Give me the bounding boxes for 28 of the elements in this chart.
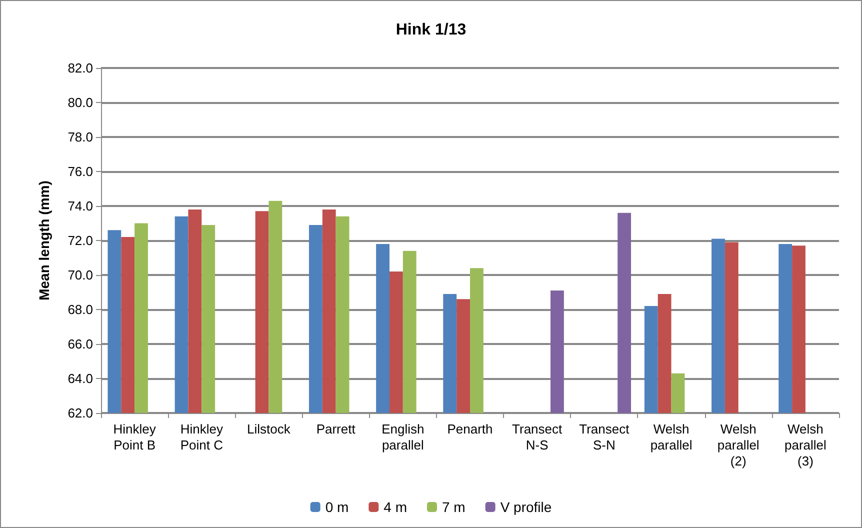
y-tick-label: 70.0 — [68, 268, 93, 282]
y-tick-label: 62.0 — [68, 406, 93, 420]
chart-title: Hink 1/13 — [396, 22, 466, 38]
x-tick-label: Hinkley Point C — [180, 422, 224, 452]
y-tick-label: 66.0 — [68, 336, 93, 352]
y-tick-label: 82.0 — [68, 60, 93, 76]
y-tick-label: 76.0 — [68, 164, 93, 179]
legend-label: 4 m — [384, 499, 407, 515]
y-tick-label: 68.0 — [68, 302, 93, 317]
x-tick-label: Transect S-N — [579, 422, 630, 452]
x-tick-label: English parallel — [382, 422, 424, 452]
y-tick-label: 78.0 — [68, 130, 93, 144]
legend-label: 0 m — [325, 499, 349, 515]
x-tick-label: Transect N-S — [512, 422, 563, 452]
x-tick-label: Welsh parallel (2) — [717, 422, 760, 468]
y-tick-label: 74.0 — [68, 198, 93, 214]
y-tick-label: 64.0 — [68, 371, 93, 386]
x-tick-label: Welsh parallel (3) — [784, 422, 827, 468]
x-tick-label: Welsh parallel — [650, 422, 692, 452]
x-tick-label: Hinkley Point B — [113, 422, 156, 452]
x-tick-label: Penarth — [447, 422, 493, 436]
y-axis-title: Mean length (mm) — [36, 180, 52, 300]
y-tick-label: 72.0 — [68, 233, 93, 248]
legend-label: 7 m — [442, 499, 466, 515]
x-tick-label: Lilstock — [247, 422, 291, 436]
legend-label: V profile — [500, 499, 552, 515]
x-tick-label: Parrett — [316, 422, 356, 436]
y-tick-label: 80.0 — [68, 95, 93, 110]
